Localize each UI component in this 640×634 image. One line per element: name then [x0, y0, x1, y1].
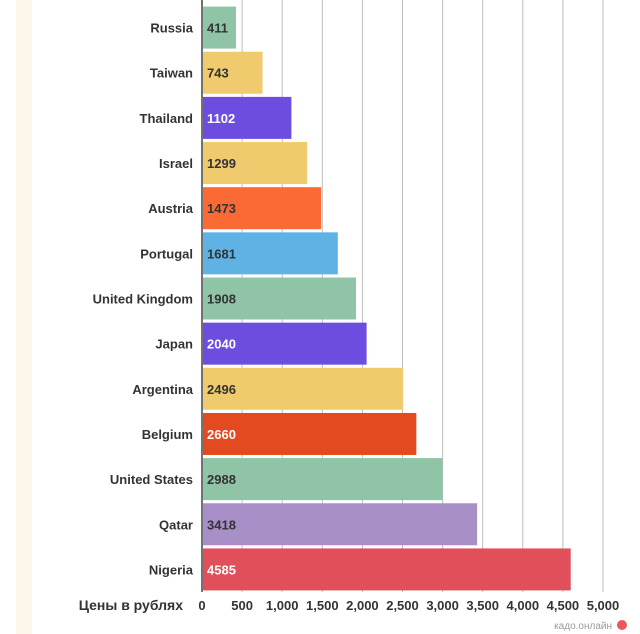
x-tick-label: 4,000 [507, 598, 540, 613]
x-tick-label: 3,000 [426, 598, 459, 613]
data-label: 743 [207, 66, 229, 81]
data-label: 4585 [207, 562, 236, 577]
x-tick-label: 3,500 [466, 598, 499, 613]
x-tick-label: 4,500 [547, 598, 580, 613]
data-label: 2040 [207, 337, 236, 352]
data-label: 1681 [207, 246, 236, 261]
watermark: кадо.онлайн [554, 620, 627, 632]
bar [203, 232, 338, 275]
bar [203, 367, 404, 410]
category-label: Israel [159, 156, 193, 171]
category-label: Argentina [132, 382, 193, 397]
category-label: Qatar [159, 517, 193, 532]
x-tick-label: 0 [198, 598, 205, 613]
x-axis-title: Цены в рублях [79, 597, 183, 613]
bar [203, 548, 571, 591]
bar [203, 142, 308, 185]
data-label: 2496 [207, 382, 236, 397]
x-tick-label: 2,000 [346, 598, 379, 613]
data-label: 2660 [207, 427, 236, 442]
data-label: 1102 [207, 111, 235, 126]
bar [203, 187, 322, 230]
left-accent-strip [16, 0, 32, 634]
bar [203, 322, 367, 365]
data-label: 1908 [207, 292, 236, 307]
category-label: United Kingdom [93, 292, 193, 307]
data-label: 2988 [207, 472, 236, 487]
bar [203, 412, 417, 455]
x-tick-label: 2,500 [386, 598, 419, 613]
category-label: Belgium [142, 427, 193, 442]
bar [203, 277, 357, 320]
bar [203, 96, 292, 139]
category-label: Japan [155, 337, 193, 352]
category-label: United States [110, 472, 193, 487]
category-label: Nigeria [149, 562, 194, 577]
watermark-logo-icon [617, 620, 627, 630]
category-label: Portugal [140, 246, 193, 261]
bar [203, 503, 478, 546]
category-label: Thailand [140, 111, 194, 126]
x-tick-label: 5,000 [587, 598, 620, 613]
labels: 0 500 1,000 1,500 2,000 2,500 3,000 3,500 4,000 4… [93, 21, 620, 613]
x-tick-label: 1,000 [266, 598, 299, 613]
bar [203, 51, 263, 94]
x-tick-label: 1,500 [306, 598, 339, 613]
data-label: 1299 [207, 156, 236, 171]
data-label: 1473 [207, 201, 236, 216]
category-label: Russia [150, 21, 193, 36]
x-tick-label: 500 [231, 598, 253, 613]
data-label: 3418 [207, 517, 236, 532]
bar [203, 458, 443, 501]
category-label: Taiwan [150, 66, 193, 81]
category-label: Austria [148, 201, 194, 216]
data-label: 411 [207, 21, 228, 36]
watermark-text: кадо.онлайн [554, 621, 612, 632]
bar [203, 6, 236, 49]
bars [203, 6, 571, 591]
